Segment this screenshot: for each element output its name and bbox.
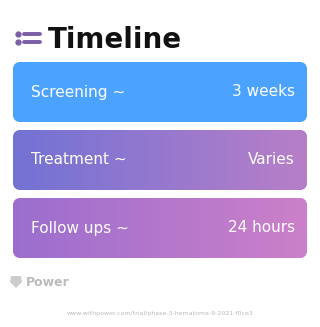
Text: Power: Power — [26, 276, 70, 288]
Text: 3 weeks: 3 weeks — [232, 84, 295, 99]
FancyBboxPatch shape — [13, 62, 307, 122]
Text: Screening ~: Screening ~ — [31, 84, 125, 99]
Text: 24 hours: 24 hours — [228, 220, 295, 235]
Text: Treatment ~: Treatment ~ — [31, 152, 127, 167]
Text: Varies: Varies — [248, 152, 295, 167]
FancyBboxPatch shape — [13, 198, 307, 258]
Text: Follow ups ~: Follow ups ~ — [31, 220, 129, 235]
FancyBboxPatch shape — [13, 130, 307, 190]
Polygon shape — [10, 276, 22, 288]
Text: Timeline: Timeline — [48, 26, 182, 54]
Text: www.withpower.com/trial/phase-3-hematoma-9-2021-f0ce3: www.withpower.com/trial/phase-3-hematoma… — [67, 312, 253, 317]
